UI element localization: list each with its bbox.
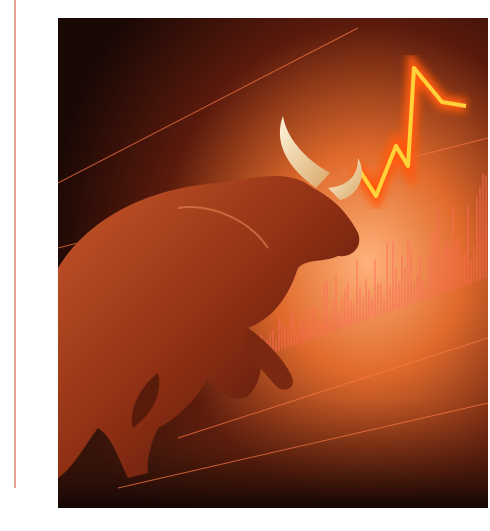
- side-rule: [14, 0, 16, 488]
- bull-market-illustration: [58, 18, 488, 508]
- page: [0, 0, 490, 531]
